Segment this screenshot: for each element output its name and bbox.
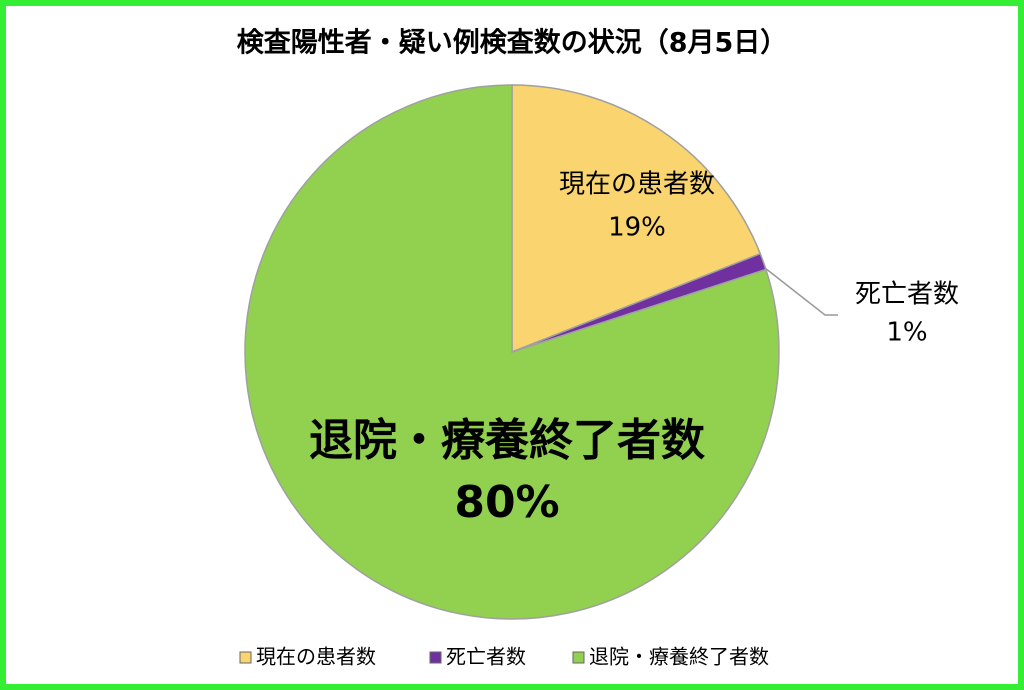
leader-line	[764, 267, 838, 316]
chart-title: 検査陽性者・疑い例検査数の状況（8月5日）	[237, 28, 788, 59]
legend-label: 死亡者数	[446, 645, 526, 669]
data-label-value: 19%	[608, 213, 666, 243]
pie-slice	[511, 84, 762, 354]
data-label-name: 死亡者数	[855, 280, 959, 310]
pie-slice	[244, 84, 780, 620]
data-label-name: 退院・療養終了者数	[309, 415, 705, 466]
data-label-value: 1%	[886, 318, 927, 348]
data-label-name: 現在の患者数	[559, 170, 715, 200]
legend-swatch	[429, 651, 442, 664]
legend-label: 現在の患者数	[256, 645, 376, 669]
legend-label: 退院・療養終了者数	[589, 645, 769, 669]
legend-swatch	[572, 651, 585, 664]
data-label-value: 80%	[454, 477, 559, 528]
legend-swatch	[239, 651, 252, 664]
